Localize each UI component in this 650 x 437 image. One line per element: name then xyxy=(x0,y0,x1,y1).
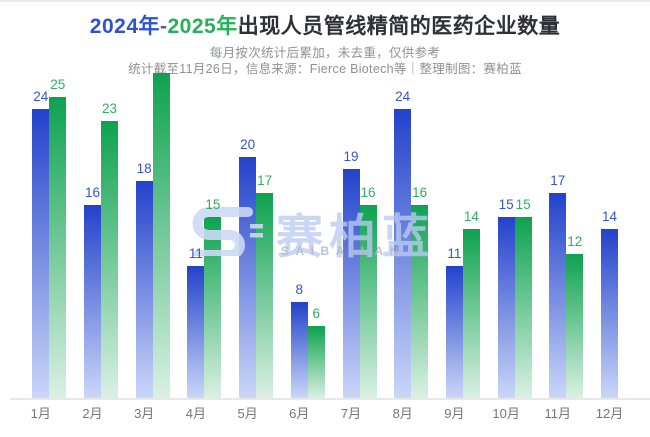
bar-value-2024-4月: 11 xyxy=(188,245,203,261)
bar-2024-1月 xyxy=(32,109,50,398)
page-title: 2024年-2025年出现人员管线精简的医药企业数量 xyxy=(0,10,650,40)
x-axis-label-8月: 8月 xyxy=(392,406,413,421)
bar-2025-8月 xyxy=(411,205,429,398)
bar-2024-7月 xyxy=(342,169,360,398)
bar-value-2025-9月: 14 xyxy=(463,209,479,225)
title-year-2025: 2025年 xyxy=(167,15,238,38)
x-axis-label-3月: 3月 xyxy=(134,406,155,421)
bar-2024-5月 xyxy=(239,157,257,398)
x-axis-label-5月: 5月 xyxy=(237,406,258,421)
bar-value-2024-10月: 15 xyxy=(498,197,514,213)
top-border xyxy=(0,0,650,2)
bar-2025-1月 xyxy=(49,97,67,398)
bar-2024-6月 xyxy=(290,301,308,398)
bar-value-2024-3月: 18 xyxy=(136,161,152,177)
subtitle-line-1: 每月按次统计后累加，未去重，仅供参考 xyxy=(209,46,441,60)
bar-value-2024-12月: 14 xyxy=(601,209,618,225)
bar-value-2025-10月: 15 xyxy=(515,197,531,213)
bar-value-2024-9月: 11 xyxy=(447,245,462,261)
bar-value-2024-1月: 24 xyxy=(33,89,49,104)
bar-2025-9月 xyxy=(462,229,480,398)
title-year-2024: 2024年 xyxy=(89,15,160,38)
bar-2024-12月 xyxy=(601,229,618,398)
bar-2024-11月 xyxy=(549,193,567,398)
x-axis-label-2月: 2月 xyxy=(82,406,103,421)
bar-value-2024-5月: 20 xyxy=(240,137,256,153)
x-axis-label-9月: 9月 xyxy=(444,406,465,421)
bar-value-2025-6月: 6 xyxy=(312,305,321,321)
x-axis-label-1月: 1月 xyxy=(30,406,51,421)
bar-value-2025-4月: 15 xyxy=(205,197,221,213)
bar-value-2025-2月: 23 xyxy=(101,101,118,117)
bar-2025-7月 xyxy=(359,205,377,398)
x-axis-label-10月: 10月 xyxy=(492,406,520,421)
x-axis-label-6月: 6月 xyxy=(289,406,310,421)
x-axis-label-4月: 4月 xyxy=(185,406,206,421)
bar-2025-4月 xyxy=(204,217,222,398)
title-rest: 出现人员管线精简的医药企业数量 xyxy=(237,15,561,38)
x-axis-label-12月: 12月 xyxy=(595,406,624,421)
x-axis-label-11月: 11月 xyxy=(544,406,572,421)
bar-2024-3月 xyxy=(135,181,153,398)
bar-2024-9月 xyxy=(445,265,463,398)
subtitle-line-2: 统计截至11月26日，信息来源：Fierce Biotech等｜整理制图：赛柏蓝 xyxy=(128,62,522,76)
bar-2025-6月 xyxy=(307,325,325,398)
bar-2025-2月 xyxy=(101,121,118,398)
bar-value-2024-8月: 24 xyxy=(395,89,411,104)
x-axis-label-7月: 7月 xyxy=(340,406,362,421)
bar-value-2025-11月: 12 xyxy=(567,233,583,249)
bar-value-2025-1月: 25 xyxy=(50,77,66,92)
x-axis-line xyxy=(10,398,650,400)
bar-2025-11月 xyxy=(566,253,584,398)
bar-2024-2月 xyxy=(84,205,101,398)
bar-value-2024-11月: 17 xyxy=(550,173,566,189)
bar-2025-5月 xyxy=(256,193,274,398)
bar-value-2024-2月: 16 xyxy=(84,185,101,201)
bar-2024-8月 xyxy=(394,109,412,398)
bar-value-2025-5月: 17 xyxy=(257,173,273,189)
bar-value-2025-8月: 16 xyxy=(412,185,428,201)
bar-2024-4月 xyxy=(187,265,205,398)
bar-value-2024-6月: 8 xyxy=(295,281,304,297)
bar-2024-10月 xyxy=(497,217,515,398)
bar-value-2024-7月: 19 xyxy=(343,149,359,165)
bar-2025-3月 xyxy=(152,72,170,398)
bar-value-2025-7月: 16 xyxy=(360,185,376,201)
title-dash: - xyxy=(160,15,168,38)
bar-2025-10月 xyxy=(514,217,532,398)
